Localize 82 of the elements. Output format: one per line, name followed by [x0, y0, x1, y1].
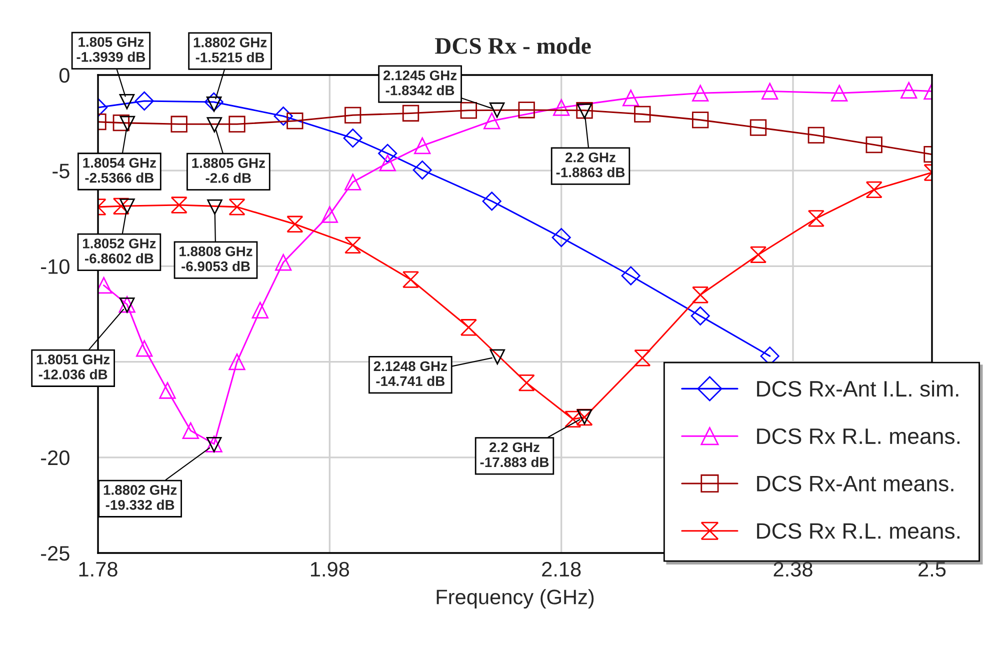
- annotation: 1.8808 GHz -6.9053 dB: [180, 246, 252, 272]
- chart-title: DCS Rx - mode: [435, 37, 591, 54]
- point: [286, 216, 304, 232]
- point: [379, 154, 396, 172]
- annotation: 1.8051 GHz -12.036 dB: [36, 354, 110, 380]
- point: [344, 236, 362, 254]
- y-tick-label: -10: [41, 259, 70, 274]
- point: [808, 210, 824, 227]
- point: [900, 82, 918, 99]
- point: [484, 112, 500, 130]
- point: [808, 126, 824, 144]
- annotation: 2.1245 GHz -1.8342 dB: [383, 70, 457, 96]
- point: [321, 206, 338, 223]
- legend-label: DCS Rx R.L. means.: [757, 523, 960, 539]
- annotation: 2.2 GHz -1.8863 dB: [556, 152, 625, 178]
- point: [182, 422, 199, 439]
- y-tick-label: -20: [41, 450, 70, 466]
- annotation: 1.8052 GHz -6.8602 dB: [83, 238, 156, 264]
- point: [286, 112, 304, 130]
- y-tick-label: 0: [59, 68, 70, 83]
- point: [460, 102, 477, 119]
- annotation: 2.2 GHz -17.883 dB: [480, 442, 549, 468]
- annotation: 1.805 GHz -1.3939 dB: [76, 37, 146, 62]
- point: [482, 192, 502, 211]
- y-tick-label: -5: [52, 164, 70, 178]
- point: [343, 128, 362, 148]
- point: [634, 350, 651, 366]
- point: [252, 302, 268, 319]
- point: [553, 99, 570, 116]
- point: [622, 90, 640, 106]
- annotation: 1.8805 GHz -2.6 dB: [192, 158, 265, 183]
- point: [274, 106, 293, 126]
- point: [344, 174, 362, 190]
- point: [866, 136, 882, 154]
- point: [692, 84, 709, 102]
- point: [690, 306, 710, 326]
- annotation: 1.8054 GHz -2.5366 dB: [83, 158, 156, 183]
- point: [402, 104, 420, 122]
- point: [634, 106, 651, 123]
- point: [621, 266, 640, 286]
- point: [228, 116, 246, 132]
- point: [228, 353, 246, 370]
- point: [518, 102, 535, 118]
- point: [414, 137, 431, 154]
- point: [402, 271, 420, 288]
- legend-label: DCS Rx-Ant I.L. sim.: [757, 380, 958, 397]
- point: [344, 106, 362, 124]
- point: [112, 198, 130, 214]
- point: [170, 116, 188, 132]
- point: [692, 286, 709, 304]
- point: [866, 181, 882, 198]
- x-tick-label: 2.38: [774, 562, 812, 577]
- point: [412, 160, 432, 180]
- point: [136, 340, 153, 357]
- x-tick-label: 1.78: [79, 562, 118, 577]
- point: [134, 91, 154, 111]
- y-tick-label: -25: [41, 546, 70, 561]
- annotation: 1.8802 GHz -1.5215 dB: [194, 38, 267, 62]
- point: [170, 196, 188, 214]
- legend-label: DCS Rx-Ant means.: [757, 476, 954, 492]
- x-tick-label: 2.5: [918, 562, 946, 577]
- x-tick-label: 1.98: [310, 562, 350, 577]
- point: [378, 144, 398, 163]
- point: [750, 246, 767, 264]
- annotation: 1.8802 GHz -19.332 dB: [104, 485, 177, 510]
- point: [228, 198, 246, 216]
- x-axis-title: Frequency (GHz): [436, 589, 594, 609]
- point: [112, 114, 130, 132]
- point: [692, 112, 709, 128]
- point: [762, 82, 778, 100]
- point: [552, 228, 571, 248]
- point: [750, 119, 767, 136]
- point: [204, 92, 224, 112]
- point: [460, 319, 477, 336]
- legend-label: DCS Rx R.L. means.: [757, 428, 960, 444]
- point: [275, 254, 292, 271]
- x-tick-label: 2.18: [542, 562, 581, 577]
- annotation: 2.1248 GHz -14.741 dB: [374, 361, 447, 386]
- point: [831, 84, 848, 102]
- point: [564, 410, 582, 428]
- point: [159, 382, 176, 399]
- point: [518, 374, 535, 392]
